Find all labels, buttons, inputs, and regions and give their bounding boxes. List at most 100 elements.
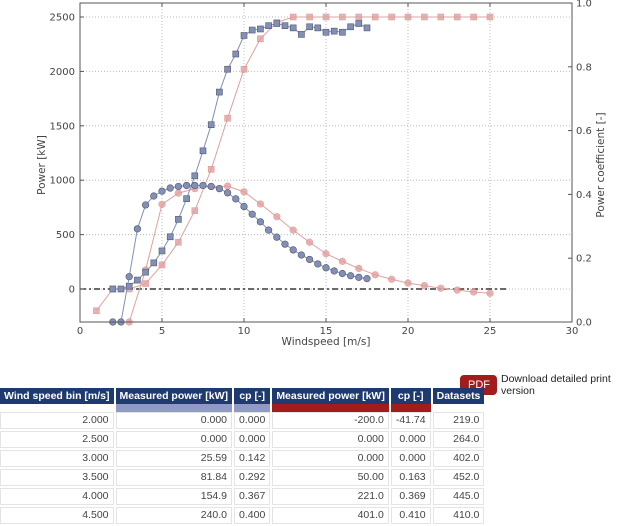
band-reference-cp (390, 404, 431, 412)
series-reference-cp (125, 182, 494, 326)
data-point (216, 88, 223, 96)
cell-datasets: 452.0 (432, 469, 485, 486)
cell-measured-power: 81.84 (115, 469, 233, 486)
y-tick-label-right: 0.0 (576, 318, 592, 329)
x-tick-label: 5 (159, 326, 165, 337)
data-point (421, 13, 428, 21)
data-point (174, 182, 182, 191)
series-reference-power (93, 13, 494, 315)
data-point (174, 189, 182, 197)
data-point (175, 216, 182, 223)
data-point (297, 251, 306, 259)
data-point (240, 32, 248, 39)
band-empty (0, 404, 114, 412)
data-point (281, 240, 289, 248)
cell-reference-power: 0.000 (272, 450, 389, 467)
data-point (289, 226, 297, 234)
data-point (289, 24, 297, 32)
band-measured-power (115, 404, 233, 412)
y-tick-label-right: 1.0 (576, 0, 592, 10)
data-point (339, 28, 346, 36)
cell-reference-cp: -41.74 (390, 412, 431, 429)
cell-reference-power: 0.000 (272, 431, 389, 448)
header-datasets[interactable]: Datasets (432, 388, 485, 404)
data-point (142, 280, 149, 287)
cell-reference-power: -200.0 (272, 412, 389, 429)
data-point (486, 289, 494, 297)
data-point (199, 181, 207, 190)
data-point (355, 20, 363, 27)
data-point (191, 181, 199, 190)
data-point (158, 261, 166, 269)
x-tick-label: 25 (484, 326, 497, 337)
cell-reference-cp: 0.410 (390, 507, 431, 524)
power-curve-table: Wind speed bin [m/s] Measured power [kW]… (0, 388, 486, 526)
data-point (150, 259, 158, 267)
data-point (306, 13, 313, 21)
data-point (281, 22, 289, 30)
data-point (420, 282, 429, 290)
y-tick-label-left: 1000 (50, 176, 75, 187)
header-reference-power[interactable]: Measured power [kW] (272, 388, 389, 404)
data-point (257, 35, 264, 43)
data-point (453, 286, 461, 294)
axis-ticks: 0 5 10 15 20 25 30 0 500 1000 1500 2000 2500 0.0 0.2 0.… (50, 0, 592, 337)
data-point (322, 250, 330, 258)
table-row: 3.500 81.84 0.292 50.00 0.163 452.0 (0, 469, 485, 486)
x-axis-label: Windspeed [m/s] (282, 336, 371, 348)
data-point (404, 13, 412, 21)
header-wind-speed-bin[interactable]: Wind speed bin [m/s] (0, 388, 114, 404)
data-point (363, 24, 371, 32)
data-point (330, 27, 338, 35)
data-point (289, 13, 297, 21)
data-point (109, 285, 117, 293)
data-point (240, 188, 248, 196)
download-link[interactable]: Download detailed print version (501, 373, 611, 397)
cell-measured-power: 240.0 (115, 507, 233, 524)
data-point (183, 195, 190, 202)
data-point (240, 65, 248, 73)
cell-cp: 0.000 (234, 431, 271, 448)
data-point (224, 182, 232, 190)
data-point (224, 65, 231, 73)
cell-datasets: 219.0 (432, 412, 485, 429)
cell-wind-speed-bin: 3.000 (0, 450, 114, 467)
chart-series (93, 13, 494, 326)
cell-measured-power: 25.59 (115, 450, 233, 467)
header-cp[interactable]: cp [-] (234, 388, 271, 404)
cell-wind-speed-bin: 2.000 (0, 412, 114, 429)
cell-datasets: 402.0 (432, 450, 485, 467)
data-point (224, 114, 231, 122)
data-point (256, 200, 265, 208)
data-point (265, 22, 272, 30)
y-axis-label-right: Power coefficient [-] (595, 112, 607, 217)
table-row: 3.000 25.59 0.142 0.000 0.000 402.0 (0, 450, 485, 467)
data-point (158, 200, 166, 208)
data-point (224, 189, 232, 197)
header-reference-cp[interactable]: cp [-] (390, 388, 431, 404)
table-row: 2.500 0.000 0.000 0.000 0.000 264.0 (0, 431, 485, 448)
data-point (388, 275, 396, 283)
data-point (273, 233, 281, 241)
cell-measured-power: 0.000 (115, 431, 233, 448)
x-tick-label: 15 (320, 326, 333, 337)
header-measured-power[interactable]: Measured power [kW] (115, 388, 233, 404)
data-point (240, 202, 248, 211)
data-point (191, 207, 199, 214)
data-point (215, 185, 223, 193)
data-point (142, 268, 149, 276)
data-point (314, 24, 322, 32)
data-point (133, 225, 141, 233)
data-point (363, 275, 371, 283)
band-empty (433, 404, 485, 412)
data-point (347, 272, 355, 280)
y-tick-label-left: 0 (69, 285, 75, 296)
data-point (355, 264, 363, 273)
data-point (257, 25, 264, 33)
y-tick-label-right: 0.4 (576, 190, 592, 201)
data-point (166, 233, 174, 241)
data-point (273, 213, 281, 221)
data-point (306, 23, 313, 31)
data-point (134, 276, 141, 284)
cell-datasets: 264.0 (432, 431, 485, 448)
